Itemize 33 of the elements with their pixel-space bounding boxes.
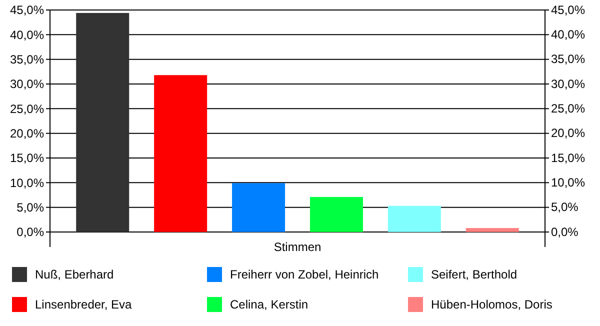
y-tick-label: 35,0%	[10, 52, 44, 67]
text: 5,0%	[551, 200, 578, 214]
text: 15,0%	[551, 150, 586, 165]
legend-label: Seifert, Berthold	[431, 268, 518, 282]
legend-label: Celina, Kerstin	[230, 298, 308, 312]
text: 35,0%	[551, 52, 586, 66]
y-tick-label: 10,0%	[10, 176, 44, 190]
y-tick-label: 40,0%	[10, 28, 44, 42]
bar	[310, 196, 363, 232]
y-tick-label: 20,0%	[10, 126, 44, 141]
text: 0,0%	[551, 224, 578, 239]
text: 40,0%	[551, 28, 586, 42]
legend-label: Hüben-Holomos, Doris	[431, 298, 552, 312]
text: 10,0%	[551, 176, 586, 190]
legend-label: Nuß, Eberhard	[35, 268, 114, 282]
bar	[154, 75, 208, 232]
y-tick-label: 5,0%	[16, 200, 44, 215]
bar	[388, 206, 441, 232]
y-tick-label: 15,0%	[10, 151, 44, 166]
text: 30,0%	[551, 76, 586, 91]
x-tick-label: Stimmen	[274, 240, 322, 254]
legend-label: Freiherr von Zobel, Heinrich	[230, 268, 379, 282]
bar	[76, 12, 130, 232]
y-tick-label: 0,0%	[16, 225, 44, 240]
y-tick-label: 30,0%	[10, 77, 44, 92]
text: 20,0%	[551, 126, 586, 140]
y-tick-label: 25,0%	[10, 102, 44, 116]
bar	[232, 183, 286, 232]
legend-label: Linsenbreder, Eva	[35, 298, 132, 312]
text: 25,0%	[551, 102, 586, 116]
text: 45,0%	[551, 2, 586, 17]
y-tick-label: 45,0%	[10, 3, 44, 18]
bar	[466, 228, 519, 232]
